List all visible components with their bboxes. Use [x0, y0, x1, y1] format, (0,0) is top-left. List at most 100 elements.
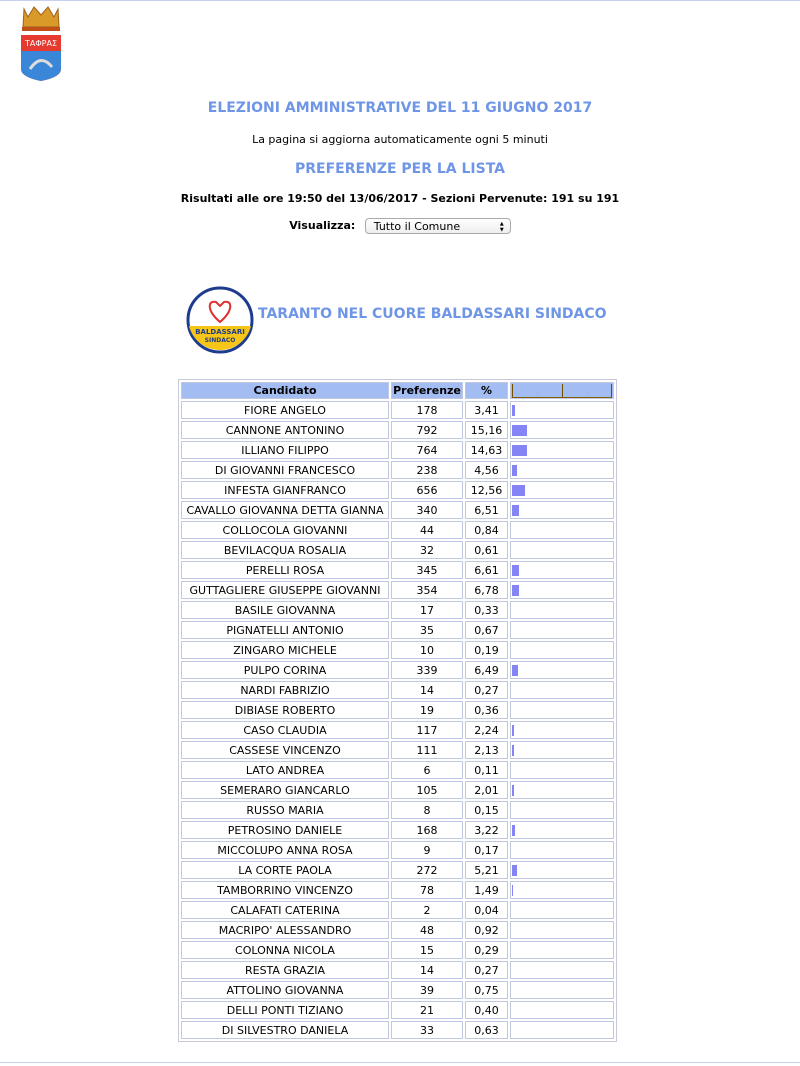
preferences: 656	[391, 481, 463, 499]
percent-bar-cell	[510, 521, 614, 539]
percent-bar	[512, 404, 516, 416]
candidate-name: ILLIANO FILIPPO	[181, 441, 389, 459]
candidate-name: PERELLI ROSA	[181, 561, 389, 579]
preferences: 39	[391, 981, 463, 999]
percent-bar-cell	[510, 821, 614, 839]
table-row: COLONNA NICOLA 15 0,29	[181, 941, 614, 959]
table-row: PIGNATELLI ANTONIO 35 0,67	[181, 621, 614, 639]
table-row: CANNONE ANTONINO 792 15,16	[181, 421, 614, 439]
table-row: LA CORTE PAOLA 272 5,21	[181, 861, 614, 879]
candidate-name: DELLI PONTI TIZIANO	[181, 1001, 389, 1019]
scale-tick	[512, 383, 513, 397]
percent-bar-cell	[510, 601, 614, 619]
candidate-name: CASSESE VINCENZO	[181, 741, 389, 759]
table-row: TAMBORRINO VINCENZO 78 1,49	[181, 881, 614, 899]
table-row: DELLI PONTI TIZIANO 21 0,40	[181, 1001, 614, 1019]
percent: 12,56	[465, 481, 508, 499]
table-row: BEVILACQUA ROSALIA 32 0,61	[181, 541, 614, 559]
percent: 6,51	[465, 501, 508, 519]
top-divider	[0, 0, 800, 1]
percent: 0,63	[465, 1021, 508, 1039]
percent-bar	[512, 784, 514, 796]
preferences: 2	[391, 901, 463, 919]
percent: 0,75	[465, 981, 508, 999]
bottom-divider	[0, 1062, 800, 1063]
table-row: NARDI FABRIZIO 14 0,27	[181, 681, 614, 699]
preferences: 339	[391, 661, 463, 679]
percent-bar-cell	[510, 501, 614, 519]
percent-bar-cell	[510, 1021, 614, 1039]
preferences: 354	[391, 581, 463, 599]
candidate-name: CANNONE ANTONINO	[181, 421, 389, 439]
preferences: 6	[391, 761, 463, 779]
preferences: 10	[391, 641, 463, 659]
candidate-name: MICCOLUPO ANNA ROSA	[181, 841, 389, 859]
candidate-name: CALAFATI CATERINA	[181, 901, 389, 919]
percent: 0,29	[465, 941, 508, 959]
table-row: DI SILVESTRO DANIELA 33 0,63	[181, 1021, 614, 1039]
table-row: PULPO CORINA 339 6,49	[181, 661, 614, 679]
table-row: DI GIOVANNI FRANCESCO 238 4,56	[181, 461, 614, 479]
percent: 0,27	[465, 961, 508, 979]
preferences: 35	[391, 621, 463, 639]
percent-bar	[512, 884, 514, 896]
candidate-name: TAMBORRINO VINCENZO	[181, 881, 389, 899]
table-row: CAVALLO GIOVANNA DETTA GIANNA 340 6,51	[181, 501, 614, 519]
preferences: 14	[391, 961, 463, 979]
percent: 0,17	[465, 841, 508, 859]
candidate-name: ZINGARO MICHELE	[181, 641, 389, 659]
view-filter: Visualizza: Tutto il Comune ▲ ▼	[0, 218, 800, 234]
candidates-table: Candidato Preferenze % FIORE ANGELO 178 3,…	[178, 379, 617, 1042]
percent: 3,22	[465, 821, 508, 839]
preferences: 14	[391, 681, 463, 699]
percent-bar-cell	[510, 781, 614, 799]
percent: 0,36	[465, 701, 508, 719]
preferences: 105	[391, 781, 463, 799]
table-row: GUTTAGLIERE GIUSEPPE GIOVANNI 354 6,78	[181, 581, 614, 599]
percent-bar-cell	[510, 661, 614, 679]
candidate-name: DI GIOVANNI FRANCESCO	[181, 461, 389, 479]
table-row: LATO ANDREA 6 0,11	[181, 761, 614, 779]
percent: 0,19	[465, 641, 508, 659]
percent-bar	[512, 504, 519, 516]
percent-bar	[512, 564, 519, 576]
percent-bar	[512, 824, 516, 836]
svg-text:ΤΑΦΡΑΣ: ΤΑΦΡΑΣ	[24, 39, 57, 48]
table-row: FIORE ANGELO 178 3,41	[181, 401, 614, 419]
preferences: 17	[391, 601, 463, 619]
preferences: 9	[391, 841, 463, 859]
refresh-note: La pagina si aggiorna automaticamente og…	[252, 133, 548, 146]
bar-scale	[512, 383, 612, 398]
percent: 0,15	[465, 801, 508, 819]
candidate-name: FIORE ANGELO	[181, 401, 389, 419]
percent-bar-cell	[510, 941, 614, 959]
table-row: CALAFATI CATERINA 2 0,04	[181, 901, 614, 919]
page-title: ELEZIONI AMMINISTRATIVE DEL 11 GIUGNO 20…	[207, 100, 593, 116]
percent: 0,92	[465, 921, 508, 939]
candidate-name: COLLOCOLA GIOVANNI	[181, 521, 389, 539]
preferences: 345	[391, 561, 463, 579]
percent: 1,49	[465, 881, 508, 899]
svg-text:BALDASSARI: BALDASSARI	[195, 328, 245, 336]
preferences: 792	[391, 421, 463, 439]
table-row: SEMERARO GIANCARLO 105 2,01	[181, 781, 614, 799]
view-label: Visualizza:	[289, 219, 356, 232]
percent: 15,16	[465, 421, 508, 439]
preferences: 15	[391, 941, 463, 959]
percent-bar-cell	[510, 801, 614, 819]
percent-bar-cell	[510, 981, 614, 999]
percent-bar-cell	[510, 541, 614, 559]
percent: 6,61	[465, 561, 508, 579]
preferences: 19	[391, 701, 463, 719]
candidate-name: CASO CLAUDIA	[181, 721, 389, 739]
preferences: 8	[391, 801, 463, 819]
preferences: 32	[391, 541, 463, 559]
list-logo: BALDASSARI SINDACO	[186, 286, 254, 354]
percent-bar	[512, 744, 515, 756]
percent-bar	[512, 724, 515, 736]
candidate-name: RUSSO MARIA	[181, 801, 389, 819]
percent: 0,61	[465, 541, 508, 559]
percent-bar-cell	[510, 701, 614, 719]
view-select[interactable]: Tutto il Comune ▲ ▼	[364, 218, 511, 234]
percent: 5,21	[465, 861, 508, 879]
